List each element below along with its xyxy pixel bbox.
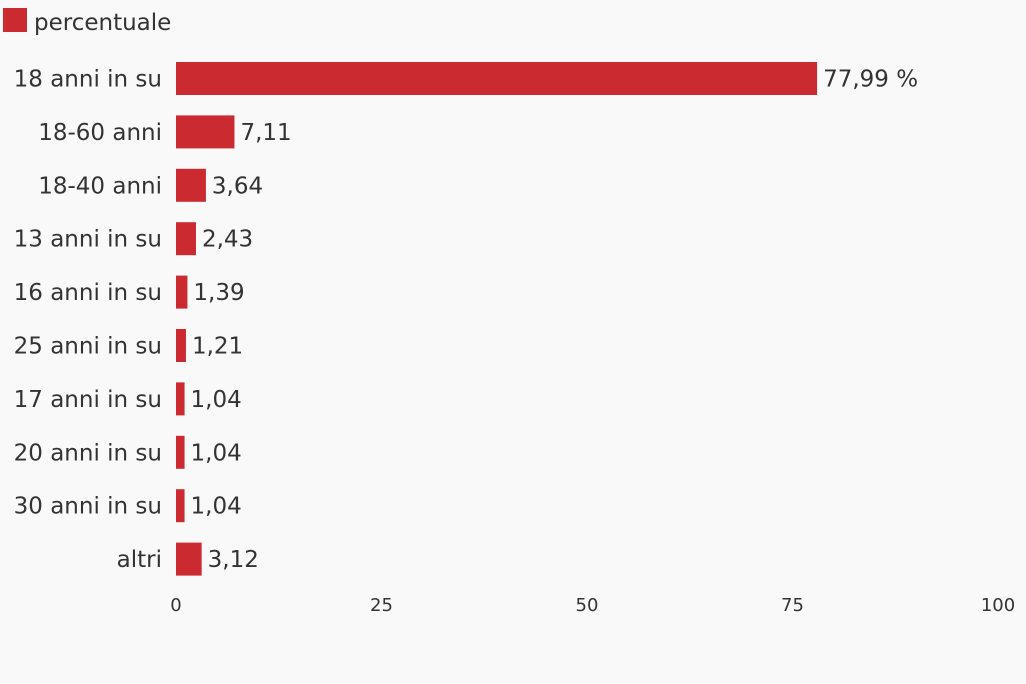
bar-7 bbox=[176, 435, 185, 469]
value-label-3: 2,43 bbox=[202, 227, 253, 253]
x-axis: 0 25 50 75 100 bbox=[170, 595, 1015, 616]
legend: percentuale bbox=[3, 8, 171, 36]
bar-8 bbox=[176, 489, 185, 523]
x-tick-label-0: 0 bbox=[170, 595, 181, 616]
category-label-6: 17 anni in su bbox=[14, 387, 162, 413]
bar-2 bbox=[176, 168, 206, 202]
category-label-4: 16 anni in su bbox=[14, 280, 162, 306]
category-label-1: 18-60 anni bbox=[38, 120, 162, 146]
category-labels: 18 anni in su 18-60 anni 18-40 anni 13 anni… bbox=[14, 67, 162, 574]
bar-4 bbox=[176, 275, 188, 309]
bar-0 bbox=[176, 62, 818, 95]
bars bbox=[176, 62, 818, 576]
value-label-5: 1,21 bbox=[192, 334, 243, 360]
value-label-6: 1,04 bbox=[191, 387, 242, 413]
category-label-2: 18-40 anni bbox=[38, 173, 162, 199]
x-tick-label-1: 25 bbox=[370, 595, 393, 616]
category-label-8: 30 anni in su bbox=[14, 494, 162, 520]
value-label-0: 77,99 % bbox=[823, 67, 918, 93]
value-labels: 77,99 % 7,11 3,64 2,43 1,39 1,21 1,04 1,04 1,04 3… bbox=[191, 67, 919, 574]
value-label-9: 3,12 bbox=[208, 547, 259, 573]
bar-9 bbox=[176, 542, 202, 576]
category-label-9: altri bbox=[117, 547, 162, 573]
value-label-2: 3,64 bbox=[212, 173, 263, 199]
x-tick-label-2: 50 bbox=[576, 595, 599, 616]
bar-5 bbox=[176, 329, 186, 362]
category-label-0: 18 anni in su bbox=[14, 67, 162, 93]
bar-6 bbox=[176, 382, 185, 416]
x-tick-label-4: 100 bbox=[981, 595, 1015, 616]
value-label-4: 1,39 bbox=[193, 280, 244, 306]
value-label-7: 1,04 bbox=[191, 440, 242, 466]
value-label-1: 7,11 bbox=[240, 120, 291, 146]
legend-label-percentuale: percentuale bbox=[34, 10, 171, 36]
legend-swatch bbox=[3, 8, 27, 32]
bar-3 bbox=[176, 222, 196, 256]
value-label-8: 1,04 bbox=[191, 494, 242, 520]
x-tick-label-3: 75 bbox=[781, 595, 804, 616]
bar-1 bbox=[176, 115, 235, 149]
category-label-5: 25 anni in su bbox=[14, 334, 162, 360]
category-label-7: 20 anni in su bbox=[14, 440, 162, 466]
category-label-3: 13 anni in su bbox=[14, 227, 162, 253]
